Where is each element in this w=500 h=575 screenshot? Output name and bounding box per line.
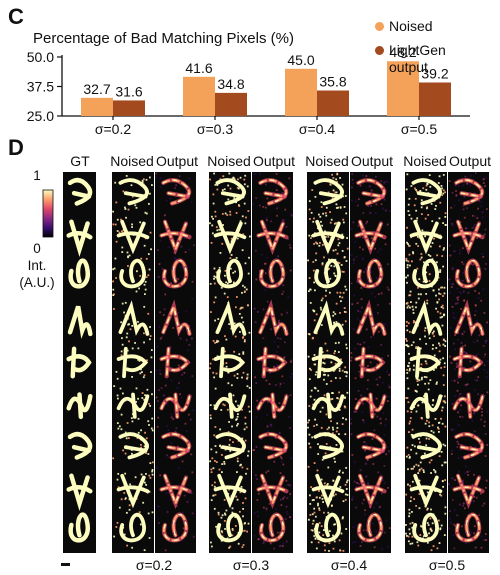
- output-column-label: Output: [252, 153, 296, 169]
- legend-label: Noised: [389, 18, 433, 34]
- output-image-strip: [448, 172, 489, 553]
- bar-noised: [285, 68, 317, 116]
- x-tick-label: σ=0.4: [299, 121, 335, 137]
- scale-bar: [61, 563, 70, 566]
- bar-output: [215, 92, 247, 116]
- data-label: 45.0: [287, 52, 314, 68]
- y-tick-label: 37.5: [27, 79, 54, 95]
- legend-label: output: [389, 59, 428, 75]
- legend-marker: [375, 22, 384, 31]
- bar-output: [113, 100, 145, 116]
- noised-image-strip: [112, 172, 154, 553]
- gt-image-strip: [63, 172, 96, 553]
- output-image-strip: [155, 172, 196, 553]
- bar-output: [317, 90, 349, 116]
- noised-column-label: Noised: [207, 153, 251, 169]
- legend-label: LightGen: [389, 42, 446, 58]
- output-column-label: Output: [155, 153, 199, 169]
- noised-image-strip: [307, 172, 349, 553]
- colorbar-max-label: 1: [33, 168, 41, 183]
- panel-d-letter: D: [8, 135, 24, 160]
- data-label: 39.2: [421, 65, 448, 81]
- x-tick-label: σ=0.2: [95, 121, 131, 137]
- colorbar-unit-label-2: (A.U.): [19, 275, 55, 290]
- data-label: 32.7: [83, 81, 110, 97]
- output-column-label: Output: [350, 153, 394, 169]
- gt-column-label: GT: [70, 153, 90, 169]
- chart-title: Percentage of Bad Matching Pixels (%): [33, 30, 294, 47]
- output-column-label: Output: [448, 153, 492, 169]
- sigma-label: σ=0.4: [330, 557, 368, 573]
- sigma-label: σ=0.5: [428, 557, 466, 573]
- output-image-strip: [252, 172, 293, 553]
- sigma-label: σ=0.2: [135, 557, 173, 573]
- bar-noised: [81, 97, 113, 116]
- data-label: 31.6: [115, 83, 142, 99]
- data-label: 34.8: [217, 76, 244, 92]
- bar-output: [419, 82, 451, 116]
- bar-noised: [387, 61, 419, 116]
- noised-column-label: Noised: [110, 153, 154, 169]
- noised-image-strip: [209, 172, 251, 553]
- data-label: 35.8: [319, 74, 346, 90]
- noised-column-label: Noised: [305, 153, 349, 169]
- colorbar-min-label: 0: [33, 241, 41, 256]
- data-label: 41.6: [185, 60, 212, 76]
- colorbar-unit-label: Int.: [27, 258, 47, 273]
- output-image-strip: [350, 172, 391, 553]
- data-label: 48.2: [389, 44, 416, 60]
- y-tick-label: 50.0: [27, 49, 54, 65]
- legend-marker: [375, 46, 384, 55]
- x-tick-label: σ=0.3: [197, 121, 233, 137]
- y-tick-label: 25.0: [27, 108, 54, 124]
- x-tick-label: σ=0.5: [401, 121, 437, 137]
- noised-column-label: Noised: [403, 153, 447, 169]
- colorbar: [42, 189, 54, 238]
- bar-chart: 25.0 37.5 50.0 32.7 31.6 σ=0.2 41.6 34.8 σ=0.3 45…: [27, 44, 470, 137]
- bar-noised: [183, 76, 215, 116]
- noised-image-strip: [405, 172, 447, 553]
- sigma-label: σ=0.3: [232, 557, 270, 573]
- panel-c-letter: C: [8, 4, 24, 29]
